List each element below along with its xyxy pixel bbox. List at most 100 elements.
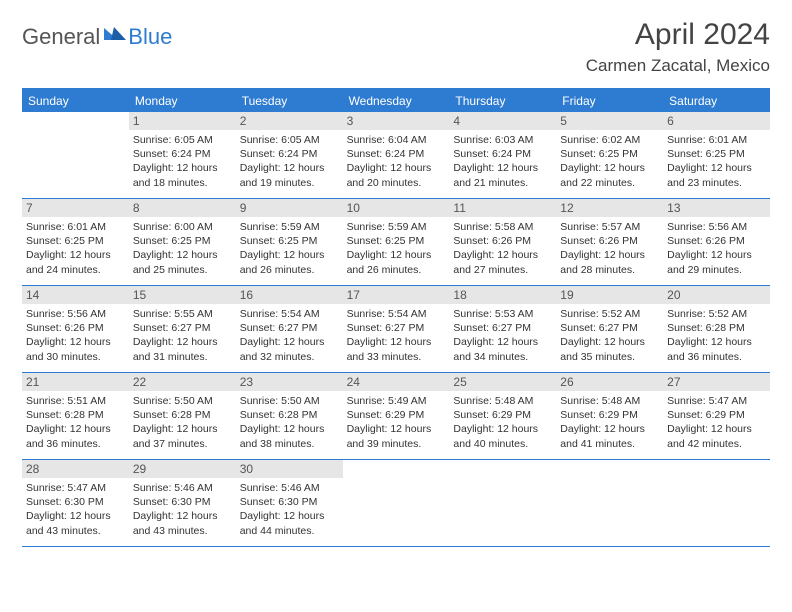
day-details: Sunrise: 5:56 AMSunset: 6:26 PMDaylight:… [667, 220, 766, 277]
logo-text-blue: Blue [128, 24, 172, 50]
day-details: Sunrise: 5:46 AMSunset: 6:30 PMDaylight:… [133, 481, 232, 538]
title-block: April 2024 Carmen Zacatal, Mexico [586, 18, 770, 76]
day-cell: 26 Sunrise: 5:48 AMSunset: 6:29 PMDayligh… [556, 373, 663, 459]
day-number: 9 [236, 199, 343, 217]
day-cell: 12 Sunrise: 5:57 AMSunset: 6:26 PMDayligh… [556, 199, 663, 285]
day-cell: 9Sunrise: 5:59 AMSunset: 6:25 PMDaylight… [236, 199, 343, 285]
day-number: 21 [22, 373, 129, 391]
week-row: 28 Sunrise: 5:47 AMSunset: 6:30 PMDayligh… [22, 460, 770, 547]
day-number: 3 [343, 112, 450, 130]
day-cell: 28 Sunrise: 5:47 AMSunset: 6:30 PMDayligh… [22, 460, 129, 546]
day-details: Sunrise: 6:00 AMSunset: 6:25 PMDaylight:… [133, 220, 232, 277]
day-number: 11 [449, 199, 556, 217]
day-number: 19 [556, 286, 663, 304]
calendar: SundayMondayTuesdayWednesdayThursdayFrid… [22, 88, 770, 547]
day-details: Sunrise: 5:48 AMSunset: 6:29 PMDaylight:… [560, 394, 659, 451]
day-details: Sunrise: 5:52 AMSunset: 6:28 PMDaylight:… [667, 307, 766, 364]
day-number: 20 [663, 286, 770, 304]
header: General Blue April 2024 Carmen Zacatal, … [22, 18, 770, 76]
day-number: 28 [22, 460, 129, 478]
day-cell: 27 Sunrise: 5:47 AMSunset: 6:29 PMDayligh… [663, 373, 770, 459]
day-cell: 13 Sunrise: 5:56 AMSunset: 6:26 PMDayligh… [663, 199, 770, 285]
day-number: 18 [449, 286, 556, 304]
day-number: 16 [236, 286, 343, 304]
day-details: Sunrise: 5:51 AMSunset: 6:28 PMDaylight:… [26, 394, 125, 451]
day-cell: . [22, 112, 129, 198]
day-number: 1 [129, 112, 236, 130]
day-cell: 25Sunrise: 5:48 AMSunset: 6:29 PMDayligh… [449, 373, 556, 459]
day-number: 26 [556, 373, 663, 391]
day-number: 6 [663, 112, 770, 130]
day-cell: 16 Sunrise: 5:54 AMSunset: 6:27 PMDayligh… [236, 286, 343, 372]
day-number: 7 [22, 199, 129, 217]
day-details: Sunrise: 5:56 AMSunset: 6:26 PMDaylight:… [26, 307, 125, 364]
day-cell: 8 Sunrise: 6:00 AMSunset: 6:25 PMDaylight… [129, 199, 236, 285]
day-number: 30 [236, 460, 343, 478]
day-details: Sunrise: 5:55 AMSunset: 6:27 PMDaylight:… [133, 307, 232, 364]
day-details: Sunrise: 6:03 AMSunset: 6:24 PMDaylight:… [453, 133, 552, 190]
day-cell: 4Sunrise: 6:03 AMSunset: 6:24 PMDaylight… [449, 112, 556, 198]
day-number: 8 [129, 199, 236, 217]
day-details: Sunrise: 5:54 AMSunset: 6:27 PMDaylight:… [347, 307, 446, 364]
day-cell: . [556, 460, 663, 546]
day-cell: . [449, 460, 556, 546]
week-row: 7 Sunrise: 6:01 AMSunset: 6:25 PMDaylight… [22, 199, 770, 286]
day-number: 24 [343, 373, 450, 391]
day-details: Sunrise: 6:05 AMSunset: 6:24 PMDaylight:… [240, 133, 339, 190]
day-cell: 30Sunrise: 5:46 AMSunset: 6:30 PMDayligh… [236, 460, 343, 546]
day-number: 2 [236, 112, 343, 130]
day-cell: 18Sunrise: 5:53 AMSunset: 6:27 PMDayligh… [449, 286, 556, 372]
day-cell: 21 Sunrise: 5:51 AMSunset: 6:28 PMDayligh… [22, 373, 129, 459]
day-cell: 11Sunrise: 5:58 AMSunset: 6:26 PMDayligh… [449, 199, 556, 285]
day-cell: 19 Sunrise: 5:52 AMSunset: 6:27 PMDayligh… [556, 286, 663, 372]
day-details: Sunrise: 6:05 AMSunset: 6:24 PMDaylight:… [133, 133, 232, 190]
day-cell: 24Sunrise: 5:49 AMSunset: 6:29 PMDayligh… [343, 373, 450, 459]
day-cell: 22 Sunrise: 5:50 AMSunset: 6:28 PMDayligh… [129, 373, 236, 459]
day-number: 5 [556, 112, 663, 130]
day-number: 14 [22, 286, 129, 304]
day-details: Sunrise: 6:02 AMSunset: 6:25 PMDaylight:… [560, 133, 659, 190]
day-details: Sunrise: 6:01 AMSunset: 6:25 PMDaylight:… [26, 220, 125, 277]
weekday-header: Thursday [449, 90, 556, 112]
day-number: 12 [556, 199, 663, 217]
day-cell: 1 Sunrise: 6:05 AMSunset: 6:24 PMDaylight… [129, 112, 236, 198]
day-cell: 17 Sunrise: 5:54 AMSunset: 6:27 PMDayligh… [343, 286, 450, 372]
day-cell: 3 Sunrise: 6:04 AMSunset: 6:24 PMDaylight… [343, 112, 450, 198]
weekday-header: Saturday [663, 90, 770, 112]
day-details: Sunrise: 5:52 AMSunset: 6:27 PMDaylight:… [560, 307, 659, 364]
day-cell: 23 Sunrise: 5:50 AMSunset: 6:28 PMDayligh… [236, 373, 343, 459]
logo: General Blue [22, 18, 172, 50]
day-number: 23 [236, 373, 343, 391]
day-cell: 14 Sunrise: 5:56 AMSunset: 6:26 PMDayligh… [22, 286, 129, 372]
day-cell: 20 Sunrise: 5:52 AMSunset: 6:28 PMDayligh… [663, 286, 770, 372]
day-cell: . [343, 460, 450, 546]
day-details: Sunrise: 6:04 AMSunset: 6:24 PMDaylight:… [347, 133, 446, 190]
week-row: 14 Sunrise: 5:56 AMSunset: 6:26 PMDayligh… [22, 286, 770, 373]
day-details: Sunrise: 5:47 AMSunset: 6:29 PMDaylight:… [667, 394, 766, 451]
day-number: 17 [343, 286, 450, 304]
day-number: 15 [129, 286, 236, 304]
day-details: Sunrise: 5:48 AMSunset: 6:29 PMDaylight:… [453, 394, 552, 451]
day-cell: . [663, 460, 770, 546]
day-number: 22 [129, 373, 236, 391]
day-number: 27 [663, 373, 770, 391]
month-title: April 2024 [586, 18, 770, 52]
weekday-header-row: SundayMondayTuesdayWednesdayThursdayFrid… [22, 90, 770, 112]
day-cell: 15 Sunrise: 5:55 AMSunset: 6:27 PMDayligh… [129, 286, 236, 372]
day-details: Sunrise: 6:01 AMSunset: 6:25 PMDaylight:… [667, 133, 766, 190]
logo-text-general: General [22, 24, 100, 50]
weekday-header: Monday [129, 90, 236, 112]
day-cell: 5 Sunrise: 6:02 AMSunset: 6:25 PMDaylight… [556, 112, 663, 198]
day-details: Sunrise: 5:59 AMSunset: 6:25 PMDaylight:… [347, 220, 446, 277]
day-details: Sunrise: 5:54 AMSunset: 6:27 PMDaylight:… [240, 307, 339, 364]
weekday-header: Sunday [22, 90, 129, 112]
day-number: 13 [663, 199, 770, 217]
day-details: Sunrise: 5:47 AMSunset: 6:30 PMDaylight:… [26, 481, 125, 538]
day-details: Sunrise: 5:50 AMSunset: 6:28 PMDaylight:… [240, 394, 339, 451]
week-row: .1Sunrise: 6:05 AMSunset: 6:24 PMDayligh… [22, 112, 770, 199]
day-details: Sunrise: 5:50 AMSunset: 6:28 PMDaylight:… [133, 394, 232, 451]
day-details: Sunrise: 5:57 AMSunset: 6:26 PMDaylight:… [560, 220, 659, 277]
week-row: 21 Sunrise: 5:51 AMSunset: 6:28 PMDayligh… [22, 373, 770, 460]
day-number: 29 [129, 460, 236, 478]
location: Carmen Zacatal, Mexico [586, 56, 770, 76]
